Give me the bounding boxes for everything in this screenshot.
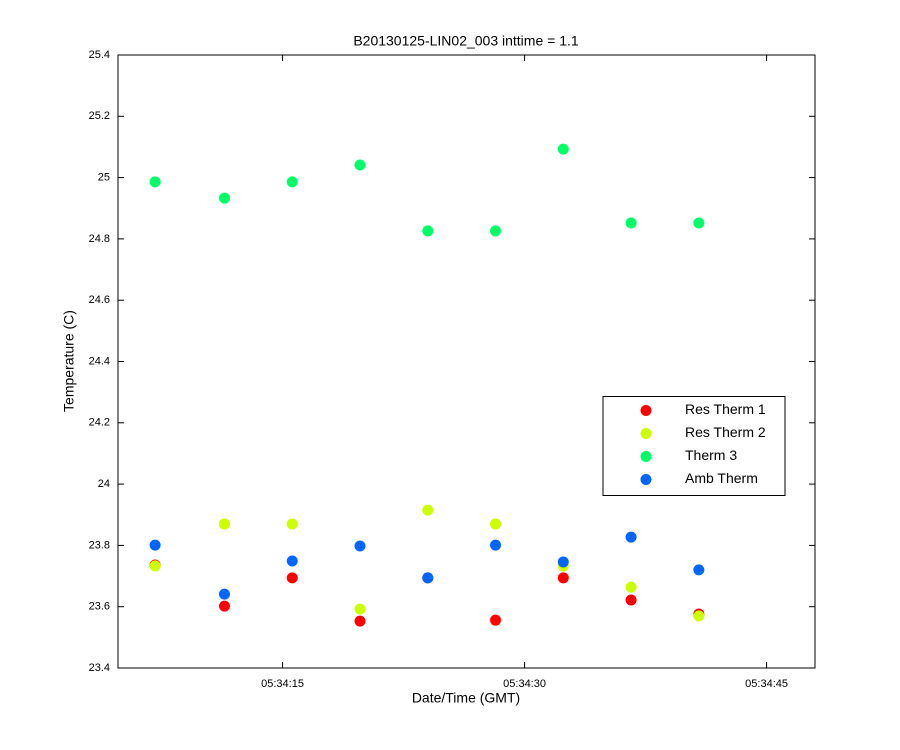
legend-label: Res Therm 1 [685, 401, 766, 417]
point [286, 555, 298, 567]
point [693, 564, 705, 576]
y-tick-label: 23.4 [89, 662, 110, 674]
plot-area [117, 54, 816, 669]
legend-label: Amb Therm [685, 470, 758, 486]
y-axis-label: Temperature (C) [61, 310, 77, 412]
x-axis-label: Date/Time (GMT) [412, 690, 520, 706]
legend-label: Res Therm 2 [685, 424, 766, 440]
y-tick-label: 24.8 [89, 233, 110, 245]
point [625, 581, 637, 593]
point [354, 159, 366, 171]
x-tick-label: 05:34:45 [745, 678, 788, 690]
point [149, 539, 161, 551]
point [422, 504, 434, 516]
legend-marker [640, 451, 652, 462]
y-tick-label: 25.4 [89, 49, 110, 61]
point [557, 556, 569, 568]
y-tick-label: 24.2 [89, 417, 110, 429]
point [422, 572, 434, 584]
y-tick-label: 24.4 [89, 355, 110, 367]
x-tick-label: 05:34:30 [503, 678, 546, 690]
point [354, 540, 366, 552]
point [149, 176, 161, 188]
point [625, 531, 637, 543]
legend-marker [640, 405, 652, 416]
point [218, 588, 230, 600]
point [693, 610, 705, 622]
point [490, 539, 502, 551]
legend-box [602, 396, 786, 496]
point [422, 225, 434, 237]
point [354, 615, 366, 627]
point [490, 225, 502, 237]
point [693, 217, 705, 229]
y-tick-label: 24.6 [89, 294, 110, 306]
point [286, 176, 298, 188]
point [490, 518, 502, 530]
point [557, 143, 569, 155]
legend-label: Therm 3 [685, 447, 737, 463]
y-tick-label: 25.2 [89, 110, 110, 122]
point [286, 518, 298, 530]
point [218, 518, 230, 530]
y-tick-label: 24 [98, 478, 110, 490]
y-tick-label: 25 [98, 172, 110, 184]
point [149, 560, 161, 572]
x-tick-label: 05:34:15 [261, 678, 304, 690]
point [218, 192, 230, 204]
point [354, 603, 366, 615]
y-tick-label: 23.8 [89, 539, 110, 551]
point [218, 600, 230, 612]
point [286, 572, 298, 584]
chart-title: B20130125-LIN02_003 inttime = 1.1 [353, 33, 579, 49]
y-tick-label: 23.6 [89, 601, 110, 613]
point [625, 217, 637, 229]
point [625, 594, 637, 606]
legend-marker [640, 428, 652, 439]
point [490, 614, 502, 626]
point [557, 572, 569, 584]
legend-marker [640, 474, 652, 485]
